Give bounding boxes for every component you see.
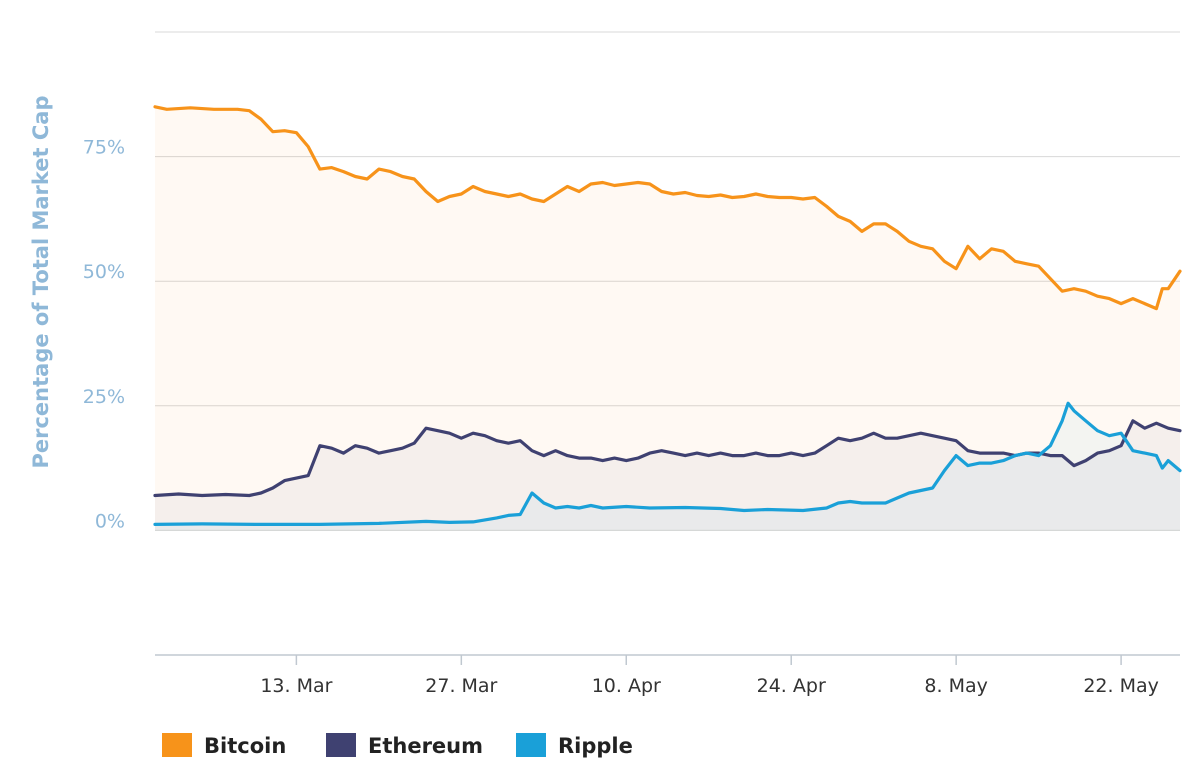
- legend-item-ripple[interactable]: Ripple: [516, 733, 633, 758]
- x-tick-label: 24. Apr: [757, 675, 826, 697]
- x-tick-label: 13. Mar: [260, 675, 332, 697]
- y-tick-label: 75%: [83, 137, 125, 159]
- grid-lines: [155, 31, 1180, 531]
- y-axis-title: Percentage of Total Market Cap: [29, 95, 53, 468]
- ripple-series-line[interactable]: [153, 401, 1182, 526]
- bitcoin-area: [155, 106, 1180, 531]
- legend[interactable]: Bitcoin Ethereum Ripple: [162, 733, 633, 758]
- legend-item-ethereum[interactable]: Ethereum: [326, 733, 483, 758]
- legend-swatch-ripple: [516, 733, 546, 757]
- ethereum-area: [155, 420, 1180, 531]
- series-lines: [153, 105, 1182, 526]
- x-tick-label: 22. May: [1083, 675, 1159, 697]
- y-tick-label: 50%: [83, 261, 125, 283]
- legend-swatch-ethereum: [326, 733, 356, 757]
- legend-label-bitcoin: Bitcoin: [204, 734, 286, 758]
- x-tick-label: 10. Apr: [592, 675, 661, 697]
- legend-label-ripple: Ripple: [558, 734, 633, 758]
- legend-swatch-bitcoin: [162, 733, 192, 757]
- y-tick-label: 25%: [83, 386, 125, 408]
- x-tick-label: 27. Mar: [425, 675, 497, 697]
- ripple-area: [155, 403, 1180, 531]
- series-areas: [155, 106, 1180, 531]
- y-axis-ticks: 0% 25% 50% 75%: [83, 137, 125, 533]
- bitcoin-series-line[interactable]: [153, 105, 1182, 311]
- x-axis-ticks: 13. Mar 27. Mar 10. Apr 24. Apr 8. May 22. Ma…: [260, 655, 1159, 697]
- y-tick-label: 0%: [95, 510, 125, 532]
- legend-label-ethereum: Ethereum: [368, 734, 483, 758]
- x-tick-label: 8. May: [924, 675, 987, 697]
- legend-item-bitcoin[interactable]: Bitcoin: [162, 733, 286, 758]
